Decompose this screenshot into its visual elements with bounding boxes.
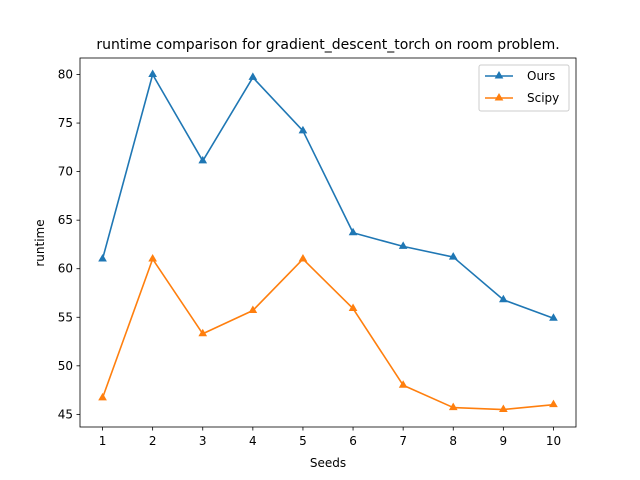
x-tick-label: 2 [149, 434, 157, 448]
data-point-scipy [298, 254, 308, 262]
x-tick-label: 9 [500, 434, 508, 448]
series-line-scipy [101, 258, 554, 411]
x-axis: 1 2 3 4 5 6 7 8 9 10 [99, 427, 561, 448]
y-tick-label: 65 [58, 213, 73, 227]
x-tick-label: 3 [199, 434, 207, 448]
chart-title: runtime comparison for gradient_descent_… [96, 37, 559, 53]
data-point-ours [98, 254, 107, 262]
legend-label-ours: Ours [527, 69, 555, 83]
x-tick-label: 6 [349, 434, 357, 448]
data-point-ours [398, 241, 408, 249]
data-point-scipy [148, 254, 157, 262]
legend-label-scipy: Scipy [527, 91, 559, 105]
data-point-scipy [248, 305, 258, 313]
x-tick-label: 4 [249, 434, 257, 448]
series-line-ours [101, 73, 554, 319]
y-tick-label: 70 [58, 165, 73, 179]
data-point-ours [549, 313, 558, 321]
x-tick-label: 10 [546, 434, 561, 448]
data-point-ours [248, 72, 258, 80]
y-tick-label: 45 [58, 407, 73, 421]
x-tick-label: 5 [299, 434, 307, 448]
x-axis-label: Seeds [310, 456, 346, 470]
plot-frame [79, 57, 577, 428]
y-axis-label: runtime [33, 219, 47, 266]
y-tick-label: 80 [58, 68, 73, 82]
data-point-scipy [499, 404, 508, 413]
x-tick-label: 1 [99, 434, 107, 448]
data-point-scipy [549, 399, 558, 408]
y-tick-label: 60 [58, 262, 73, 276]
data-point-ours [348, 227, 358, 236]
y-axis: 45 50 55 60 65 70 75 80 [58, 68, 80, 421]
data-point-scipy [398, 380, 408, 388]
data-point-ours [448, 252, 458, 260]
x-tick-label: 7 [399, 434, 407, 448]
y-tick-label: 50 [58, 359, 73, 373]
data-point-scipy [98, 392, 107, 401]
series-layer [98, 69, 558, 413]
legend: Ours Scipy [478, 64, 570, 112]
data-point-ours [148, 69, 157, 78]
legend-marker-scipy [494, 93, 504, 101]
legend-marker-ours [494, 71, 504, 79]
data-point-ours [298, 125, 308, 134]
x-tick-label: 8 [449, 434, 457, 448]
data-point-scipy [198, 328, 208, 337]
y-tick-label: 55 [58, 310, 73, 324]
y-tick-label: 75 [58, 116, 73, 130]
data-point-scipy [448, 402, 458, 411]
data-point-ours [198, 155, 208, 164]
data-point-scipy [348, 303, 358, 312]
data-point-ours [499, 294, 508, 303]
